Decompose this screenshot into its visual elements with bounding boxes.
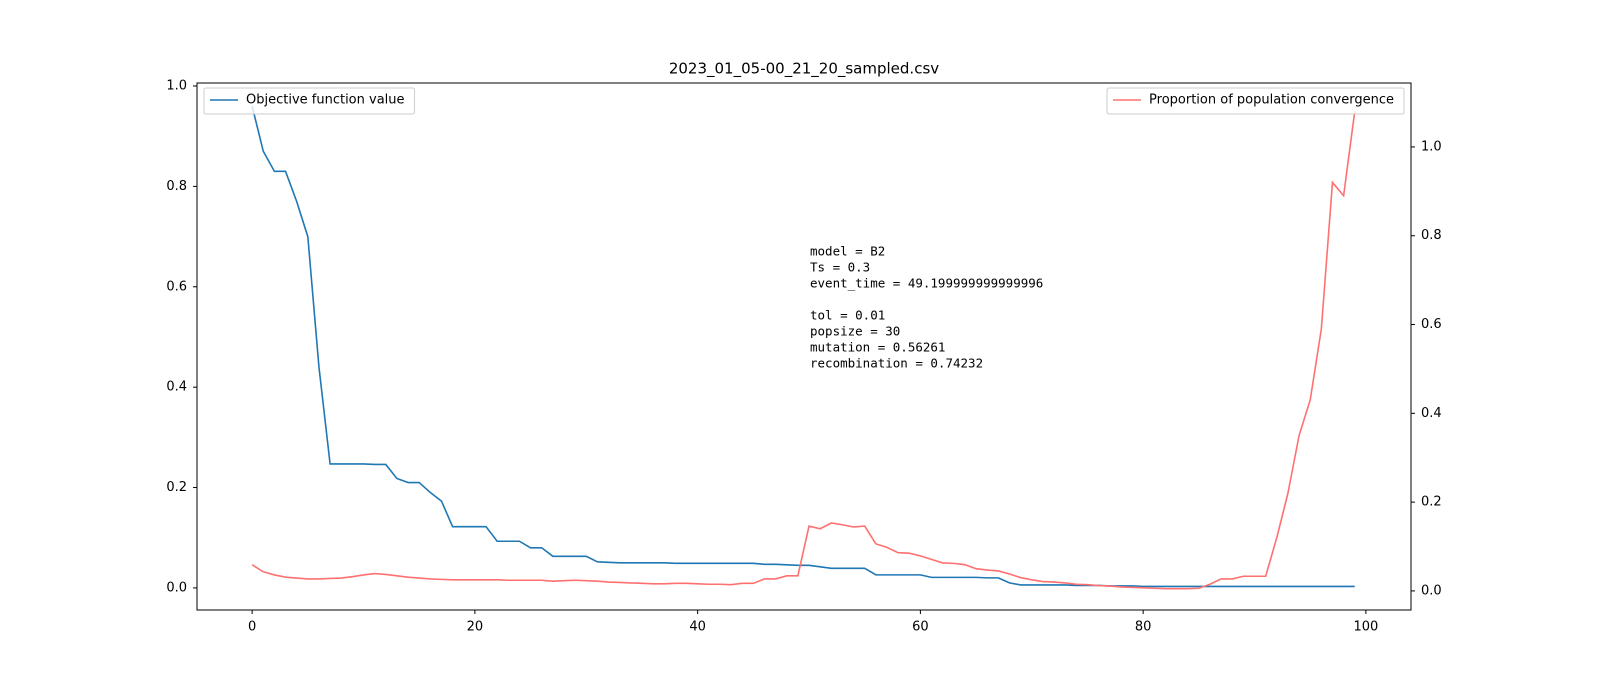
data-line [251, 105, 1355, 588]
x-tick-label: 60 [912, 620, 929, 635]
y2-tick-label: 0.0 [1421, 583, 1442, 598]
annotation: recombination = 0.74232 [810, 356, 983, 371]
x-tick-label: 20 [467, 620, 484, 635]
y-tick-label: 0.2 [166, 480, 187, 495]
legend-box [1106, 87, 1405, 115]
annotation: event_time = 49.199999999999996 [810, 276, 1043, 291]
y2-tick-label: 0.8 [1421, 228, 1442, 243]
legend-box [203, 87, 416, 115]
x-tick-label: 100 [1353, 620, 1378, 635]
annotation: model = B2 [810, 244, 885, 259]
y2-tick-label: 0.6 [1421, 317, 1442, 332]
legend: Objective function value [203, 87, 416, 115]
annotation: tol = 0.01 [810, 308, 885, 323]
x-tick-label: 0 [248, 620, 256, 635]
legend: Proportion of population convergence [1106, 87, 1405, 115]
plot-frame [196, 82, 1412, 611]
annotation: Ts = 0.3 [810, 260, 870, 275]
annotation: popsize = 30 [810, 324, 900, 339]
legend-label: Objective function value [246, 93, 405, 108]
annotation: mutation = 0.56261 [810, 340, 945, 355]
y-tick-label: 0.6 [166, 279, 187, 294]
x-tick-label: 40 [689, 620, 706, 635]
y2-tick-label: 0.4 [1421, 406, 1442, 421]
legend-label: Proportion of population convergence [1149, 93, 1394, 108]
y2-tick-label: 0.2 [1421, 495, 1442, 510]
y2-tick-label: 1.0 [1421, 139, 1442, 154]
y-tick-label: 0.8 [166, 179, 187, 194]
data-line [251, 111, 1356, 590]
y-tick-label: 0.0 [166, 580, 187, 595]
x-tick-label: 80 [1135, 620, 1152, 635]
chart-title: 2023_01_05-00_21_20_sampled.csv [669, 60, 939, 79]
y-tick-label: 0.4 [166, 380, 187, 395]
y-tick-label: 1.0 [166, 79, 187, 94]
